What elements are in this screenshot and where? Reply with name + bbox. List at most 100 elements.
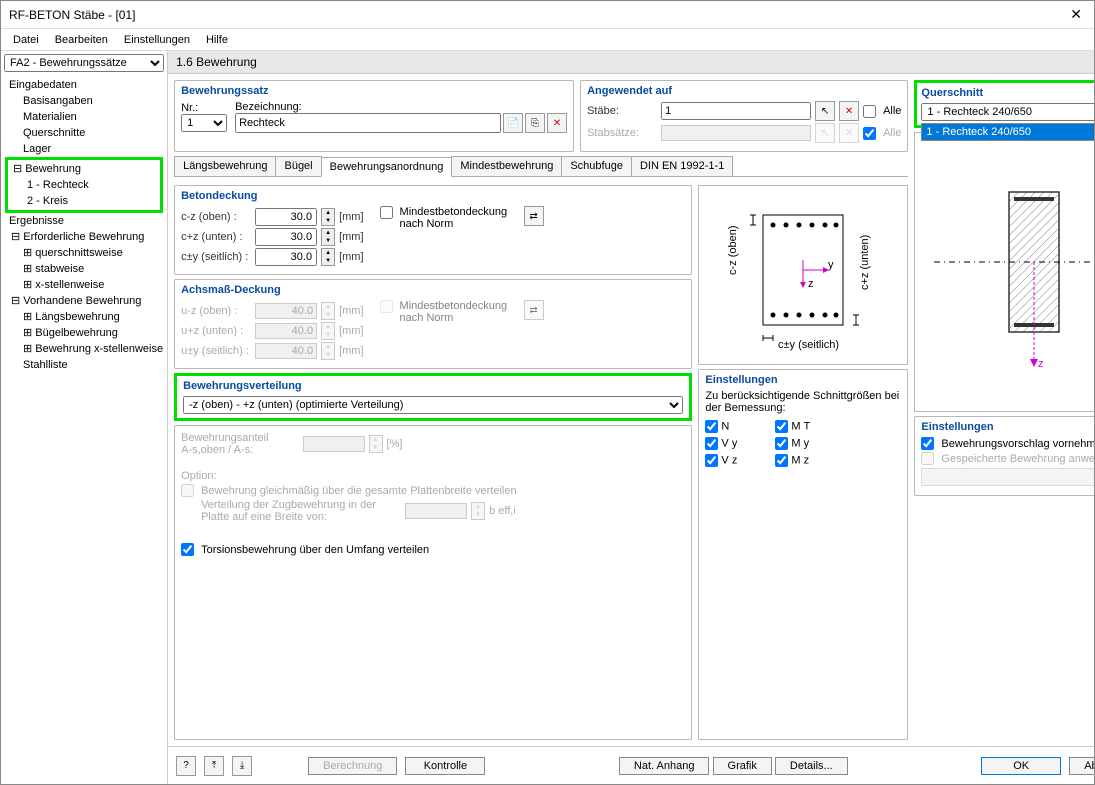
tree-basisangaben[interactable]: Basisangaben: [5, 93, 163, 109]
cb-vorschlag[interactable]: [921, 437, 934, 450]
svg-text:z: z: [808, 278, 814, 290]
cb-vy[interactable]: [705, 437, 718, 450]
tree-ergebnisse[interactable]: Ergebnisse: [5, 213, 163, 229]
tree-querschnitte[interactable]: Querschnitte: [5, 125, 163, 141]
group-einstellungen-right: Einstellungen: [921, 421, 1094, 433]
ok-button[interactable]: OK: [981, 757, 1061, 775]
svg-text:c-z (oben): c-z (oben): [727, 225, 739, 275]
stabsatze-label: Stabsätze:: [587, 127, 657, 139]
bez-label: Bezeichnung:: [235, 101, 567, 113]
menu-settings[interactable]: Einstellungen: [116, 32, 198, 48]
cb-gleichmassig: [181, 484, 194, 497]
section-diagram: z y c-z (oben) c+z (unten) c±y (seitlich…: [698, 185, 908, 365]
cb-my[interactable]: [775, 437, 788, 450]
tab-din[interactable]: DIN EN 1992-1-1: [631, 156, 733, 176]
group-angewendet: Angewendet auf: [587, 85, 901, 97]
delete-stabsatze-icon: ✕: [839, 123, 859, 143]
help-icon[interactable]: ?: [176, 756, 196, 776]
pick-stabe-icon[interactable]: ↖: [815, 101, 835, 121]
alle-stabsatze-cb[interactable]: [863, 127, 876, 140]
spinner[interactable]: ▲▼: [321, 208, 335, 226]
svg-text:c±y (seitlich): c±y (seitlich): [778, 339, 839, 351]
cross-section-view: z y [mm]: [914, 132, 1094, 412]
cy-seit-input[interactable]: [255, 248, 317, 266]
gespeichert-select: [921, 468, 1094, 486]
menu-file[interactable]: Datei: [5, 32, 47, 48]
cb-mz[interactable]: [775, 454, 788, 467]
delete-stabe-icon[interactable]: ✕: [839, 101, 859, 121]
tab-langs[interactable]: Längsbewehrung: [174, 156, 276, 176]
delete-icon[interactable]: ✕: [547, 113, 567, 133]
cb-mt[interactable]: [775, 420, 788, 433]
page-title: 1.6 Bewehrung: [168, 51, 1094, 74]
querschnitt-select[interactable]: 1 - Rechteck 240/650: [921, 103, 1094, 121]
sync-icon[interactable]: ⇄: [524, 206, 544, 226]
alle-stabe-cb[interactable]: [863, 105, 876, 118]
uy-seit-input: [255, 343, 317, 359]
tree-xstellenweise[interactable]: ⊞ x-stellenweise: [5, 277, 163, 293]
tree-vorhandene[interactable]: ⊟ Vorhandene Bewehrung: [5, 293, 163, 309]
cb-vz[interactable]: [705, 454, 718, 467]
export-icon[interactable]: ⤓: [232, 756, 252, 776]
spinner: ▲▼: [471, 502, 485, 520]
tree-eingabedaten[interactable]: Eingabedaten: [5, 77, 163, 93]
tabs: Längsbewehrung Bügel Bewehrungsanordnung…: [174, 156, 908, 177]
querschnitt-option-1[interactable]: 1 - Rechteck 240/650: [922, 124, 1094, 140]
tab-mindest[interactable]: Mindestbewehrung: [451, 156, 562, 176]
tab-anordnung[interactable]: Bewehrungsanordnung: [321, 157, 453, 177]
cb-n[interactable]: [705, 420, 718, 433]
new-icon[interactable]: 📄: [503, 113, 523, 133]
tree-erforderlich[interactable]: ⊟ Erforderliche Bewehrung: [5, 229, 163, 245]
bez-input[interactable]: [235, 113, 501, 133]
menu-edit[interactable]: Bearbeiten: [47, 32, 116, 48]
kontrolle-button[interactable]: Kontrolle: [405, 757, 485, 775]
case-selector[interactable]: FA2 - Bewehrungssätze: [4, 54, 164, 72]
tree-querschnittsweise[interactable]: ⊞ querschnittsweise: [5, 245, 163, 261]
tree-bxstellen[interactable]: ⊞ Bewehrung x-stellenweise: [5, 341, 163, 357]
window-title: RF-BETON Stäbe - [01]: [9, 8, 1066, 22]
verteilung-select[interactable]: -z (oben) - +z (unten) (optimierte Verte…: [183, 396, 683, 414]
tree-langs[interactable]: ⊞ Längsbewehrung: [5, 309, 163, 325]
berechnung-button: Berechnung: [308, 757, 397, 775]
tree-bewehrung[interactable]: ⊟ Bewehrung: [9, 161, 159, 177]
pick-stabsatze-icon: ↖: [815, 123, 835, 143]
tree-bugel[interactable]: ⊞ Bügelbewehrung: [5, 325, 163, 341]
group-querschnitt: Querschnitt: [921, 87, 1094, 99]
nr-label: Nr.:: [181, 102, 231, 114]
mindest-achs-cb: [380, 300, 393, 313]
nat-anhang-button[interactable]: Nat. Anhang: [619, 757, 710, 775]
import-icon[interactable]: ⤒: [204, 756, 224, 776]
tab-bugel[interactable]: Bügel: [275, 156, 321, 176]
tree-lager[interactable]: Lager: [5, 141, 163, 157]
copy-icon[interactable]: ⎘: [525, 113, 545, 133]
tree-b1[interactable]: 1 - Rechteck: [9, 177, 159, 193]
svg-text:c+z (unten): c+z (unten): [859, 235, 871, 290]
tree-materialien[interactable]: Materialien: [5, 109, 163, 125]
nav-tree: Eingabedaten Basisangaben Materialien Qu…: [1, 75, 167, 784]
cb-gespeichert: [921, 452, 934, 465]
close-icon[interactable]: ✕: [1066, 6, 1086, 23]
querschnitt-dropdown[interactable]: 1 - Rechteck 240/650: [921, 123, 1094, 141]
menu-help[interactable]: Hilfe: [198, 32, 236, 48]
spinner: ▲▼: [321, 322, 335, 340]
mindest-beton-cb[interactable]: [380, 206, 393, 219]
svg-text:y: y: [828, 259, 834, 271]
tree-b2[interactable]: 2 - Kreis: [9, 193, 159, 209]
nr-select[interactable]: 1: [181, 114, 227, 132]
cz-oben-input[interactable]: [255, 208, 317, 226]
tab-schub[interactable]: Schubfuge: [561, 156, 632, 176]
stabe-input[interactable]: [661, 102, 811, 120]
cz-unten-input[interactable]: [255, 228, 317, 246]
tree-stahlliste[interactable]: Stahlliste: [5, 357, 163, 373]
group-betondeckung: Betondeckung: [181, 190, 685, 202]
abbrechen-button[interactable]: Abbrechen: [1069, 757, 1094, 775]
grafik-button[interactable]: Grafik: [713, 757, 772, 775]
beff-input: [405, 503, 467, 519]
cb-torsion[interactable]: [181, 543, 194, 556]
tree-stabweise[interactable]: ⊞ stabweise: [5, 261, 163, 277]
details-button[interactable]: Details...: [775, 757, 848, 775]
spinner[interactable]: ▲▼: [321, 248, 335, 266]
spinner[interactable]: ▲▼: [321, 228, 335, 246]
stabsatze-input: [661, 125, 811, 141]
uz-unten-input: [255, 323, 317, 339]
